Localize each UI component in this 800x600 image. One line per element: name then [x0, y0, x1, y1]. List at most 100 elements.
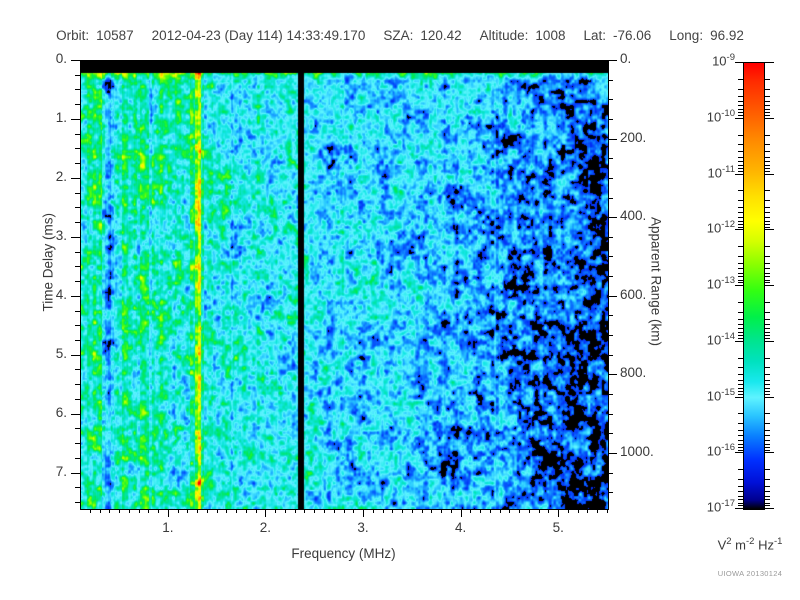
colorbar-tick: [765, 273, 770, 274]
colorbar-tick: [738, 227, 743, 228]
colorbar-tick: [765, 62, 774, 63]
colorbar-label-mantissa: 10: [707, 165, 722, 181]
y-tick-label-left: 0.: [55, 51, 67, 66]
colorbar-tick: [738, 367, 743, 368]
y-tick-label-left: 7.: [55, 463, 67, 479]
y-tick: [71, 178, 80, 179]
colorbar-tick: [765, 144, 770, 145]
x-tick: [139, 509, 140, 513]
colorbar-tick: [765, 430, 770, 431]
colorbar-tick: [738, 435, 743, 436]
x-tick-label: 3.: [357, 520, 369, 535]
y-tick: [608, 315, 613, 316]
colorbar-tick: [738, 221, 743, 222]
colorbar-tick: [738, 101, 743, 102]
units-v-exp: 2: [726, 536, 732, 547]
y-tick: [608, 433, 613, 434]
colorbar-tick: [738, 168, 743, 169]
y-tick: [608, 80, 613, 81]
colorbar-tick-label: 10-11: [677, 164, 736, 181]
colorbar-tick: [738, 144, 743, 145]
colorbar-tick: [765, 312, 770, 313]
colorbar-tick: [765, 263, 770, 264]
colorbar-tick: [765, 367, 770, 368]
colorbar-tick-label: 10-10: [677, 108, 735, 124]
x-tick: [529, 509, 530, 513]
colorbar-tick: [735, 508, 743, 509]
colorbar-tick: [735, 341, 743, 342]
colorbar-tick: [738, 151, 743, 152]
y-tick-label-right: 200.: [620, 129, 647, 145]
colorbar-label-mantissa: 10: [706, 109, 722, 125]
colorbar-tick: [765, 413, 770, 414]
lat-value: -76.06: [613, 28, 652, 43]
x-tick: [207, 509, 208, 513]
colorbar-label-mantissa: 10: [706, 499, 722, 515]
x-tick: [344, 509, 345, 513]
colorbar-tick: [765, 384, 770, 385]
colorbar-tick-label: 10-12: [677, 219, 735, 235]
y-tick: [75, 399, 80, 400]
colorbar-tick: [765, 285, 774, 286]
orbit-label: Orbit:: [56, 28, 90, 43]
colorbar-tick: [765, 157, 770, 158]
y-tick-label-right: 800.: [620, 365, 647, 381]
colorbar-tick: [738, 358, 743, 359]
y-tick: [608, 198, 613, 199]
colorbar-tick: [738, 469, 743, 470]
colorbar-tick: [738, 79, 743, 80]
y-tick-label-right: 0.: [620, 51, 632, 66]
long-label: Long:: [669, 28, 704, 43]
x-tick: [148, 509, 149, 513]
x-tick: [109, 509, 110, 513]
colorbar-tick: [738, 165, 743, 166]
colorbar-tick: [765, 450, 770, 451]
colorbar-tick: [765, 335, 770, 336]
colorbar-tick: [765, 268, 770, 269]
colorbar-tick: [765, 79, 770, 80]
y-tick: [71, 296, 80, 297]
colorbar-tick: [738, 89, 743, 90]
colorbar-label-mantissa: 10: [706, 332, 722, 348]
x-tick: [587, 509, 588, 513]
x-tick: [500, 509, 501, 513]
colorbar-tick: [765, 224, 770, 225]
y-tick: [608, 335, 613, 336]
orbit-value: 10587: [96, 28, 134, 43]
x-tick: [187, 509, 188, 513]
y-tick: [75, 384, 80, 385]
x-tick: [275, 509, 276, 513]
long-value: 96.92: [710, 28, 744, 43]
colorbar-tick: [738, 450, 743, 451]
y-tick: [75, 340, 80, 341]
colorbar-tick: [765, 388, 770, 389]
sza-label: SZA:: [383, 28, 414, 43]
colorbar-tick: [735, 452, 743, 453]
colorbar-tick: [765, 207, 770, 208]
y-tick: [75, 458, 80, 459]
y-tick: [71, 473, 80, 474]
y-tick: [608, 99, 613, 100]
colorbar-tick: [765, 174, 774, 175]
colorbar-tick-label: 10-16: [677, 442, 735, 458]
y-tick: [608, 237, 613, 238]
x-tick: [178, 509, 179, 513]
y-tick: [75, 428, 80, 429]
colorbar-tick: [765, 227, 770, 228]
y-tick: [75, 148, 80, 149]
y-tick: [608, 355, 613, 356]
colorbar-tick: [738, 394, 743, 395]
colorbar-tick: [738, 280, 743, 281]
colorbar-tick: [738, 444, 743, 445]
colorbar-tick: [765, 109, 770, 110]
x-tick: [422, 509, 423, 513]
spectrogram-plot-area: [80, 60, 609, 510]
x-tick: [265, 509, 266, 517]
colorbar-tick: [738, 109, 743, 110]
colorbar-tick: [765, 190, 770, 191]
x-tick: [441, 509, 442, 513]
colorbar-tick: [738, 479, 743, 480]
units-m: m: [735, 537, 746, 553]
y-tick: [608, 414, 613, 415]
colorbar-tick: [765, 491, 770, 492]
